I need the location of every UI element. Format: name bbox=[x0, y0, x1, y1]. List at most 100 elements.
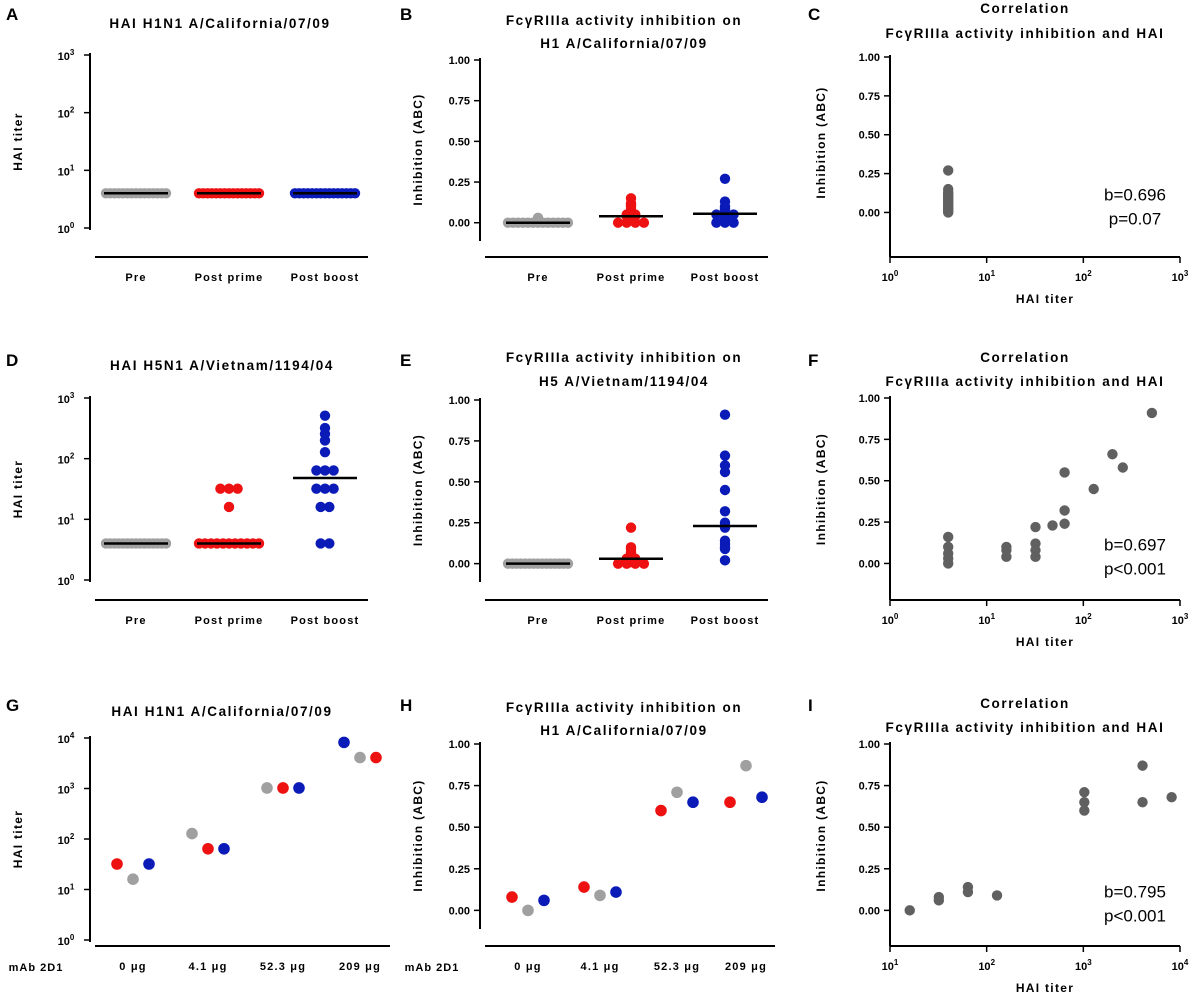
data-point bbox=[719, 466, 731, 478]
x-tick-label: 101 bbox=[978, 612, 995, 627]
data-point bbox=[630, 217, 641, 228]
y-tick-label: 100 bbox=[58, 221, 75, 236]
y-tick-label: 0.50 bbox=[449, 822, 470, 834]
y-axis-label: Inhibition (ABC) bbox=[411, 779, 425, 891]
y-tick-label: 102 bbox=[58, 452, 75, 467]
panel-letter: E bbox=[400, 351, 411, 370]
data-point bbox=[324, 501, 335, 513]
panel-title: HAI H1N1 A/California/07/09 bbox=[111, 704, 332, 719]
y-tick-label: 1.00 bbox=[859, 52, 880, 64]
data-point bbox=[218, 842, 230, 855]
stat-pvalue: p=0.07 bbox=[1109, 209, 1161, 228]
data-point bbox=[1059, 518, 1070, 529]
x-tick-label: 100 bbox=[882, 612, 899, 627]
data-point bbox=[1146, 407, 1158, 419]
category-label: 4.1 μg bbox=[581, 961, 620, 973]
data-point bbox=[315, 501, 326, 513]
x-tick-label: 104 bbox=[1172, 958, 1189, 973]
data-point bbox=[1137, 760, 1148, 771]
y-tick-label: 0.25 bbox=[859, 864, 880, 876]
y-axis-label: Inhibition (ABC) bbox=[814, 779, 828, 891]
data-point bbox=[1059, 467, 1070, 478]
data-point bbox=[1137, 797, 1148, 808]
data-point bbox=[991, 890, 1003, 901]
y-axis-label: Inhibition (ABC) bbox=[411, 93, 425, 205]
data-point bbox=[942, 558, 954, 569]
data-point bbox=[215, 483, 226, 494]
data-point bbox=[354, 751, 366, 764]
panel-letter: A bbox=[6, 5, 18, 24]
data-point bbox=[1117, 462, 1128, 473]
data-point bbox=[311, 465, 322, 476]
y-tick-label: 0.75 bbox=[859, 91, 880, 103]
x-axis-label: HAI titer bbox=[1016, 635, 1074, 649]
stat-pvalue: p<0.001 bbox=[1104, 560, 1166, 579]
category-label: 209 μg bbox=[339, 961, 381, 973]
data-point bbox=[612, 558, 624, 569]
y-tick-label: 0.25 bbox=[449, 518, 470, 530]
x-tick-label: 101 bbox=[978, 269, 995, 284]
panel-title-line-2: FcγRIIIa activity inhibition and HAI bbox=[886, 26, 1165, 41]
data-point bbox=[319, 435, 331, 446]
y-tick-label: 101 bbox=[58, 883, 75, 898]
x-axis-label: HAI titer bbox=[1016, 981, 1074, 995]
panel-title: FcγRIIIa activity inhibition on bbox=[506, 350, 742, 365]
data-point bbox=[904, 905, 915, 916]
y-tick-label: 0.00 bbox=[449, 559, 470, 571]
data-point bbox=[232, 483, 243, 494]
y-tick-label: 101 bbox=[58, 512, 75, 527]
y-axis-label: HAI titer bbox=[11, 460, 25, 518]
data-point bbox=[311, 483, 322, 494]
data-point bbox=[223, 501, 235, 513]
panel-letter: C bbox=[808, 5, 820, 24]
data-point bbox=[711, 217, 722, 228]
panel-title-line-2: H5 A/Vietnam/1194/04 bbox=[539, 374, 709, 389]
panel-f: F Correlation FcγRIIIa activity inhibition… bbox=[808, 350, 1189, 649]
data-point bbox=[621, 217, 632, 228]
data-point bbox=[942, 531, 954, 543]
category-label: Post prime bbox=[597, 615, 666, 627]
data-point bbox=[1079, 797, 1090, 808]
data-point bbox=[1001, 551, 1012, 563]
category-label: 0 μg bbox=[119, 961, 146, 973]
data-point bbox=[522, 904, 534, 917]
panel-h: H FcγRIIIa activity inhibition on H1 A/Cal… bbox=[400, 696, 775, 974]
data-point bbox=[625, 522, 637, 533]
data-point bbox=[1030, 521, 1041, 533]
y-tick-label: 1.00 bbox=[449, 55, 470, 67]
category-label: Post prime bbox=[195, 615, 264, 627]
data-point bbox=[328, 483, 339, 494]
panel-i: I Correlation FcγRIIIa activity inhibition… bbox=[808, 696, 1189, 995]
panel-d: D HAI H5N1 A/Vietnam/1194/04 HAI titer 100 1… bbox=[6, 351, 368, 627]
data-point bbox=[127, 873, 139, 885]
data-point bbox=[719, 450, 731, 461]
panel-title: FcγRIIIa activity inhibition on bbox=[506, 13, 742, 28]
panel-letter: H bbox=[400, 696, 412, 715]
y-tick-label: 0.00 bbox=[859, 207, 880, 219]
data-point bbox=[638, 558, 650, 569]
data-point bbox=[756, 791, 768, 804]
x-axis-label: HAI titer bbox=[1016, 292, 1074, 306]
data-point bbox=[143, 858, 155, 870]
y-tick-label: 1.00 bbox=[449, 739, 470, 751]
y-tick-label: 0.50 bbox=[859, 822, 880, 834]
data-point bbox=[719, 217, 731, 228]
data-point bbox=[621, 558, 632, 569]
panel-title-line-2: H1 A/California/07/09 bbox=[540, 723, 707, 738]
data-point bbox=[319, 483, 331, 494]
category-label: 0 μg bbox=[514, 961, 541, 973]
data-point bbox=[630, 558, 641, 569]
data-point bbox=[319, 465, 331, 476]
x-tick-label: 103 bbox=[1075, 958, 1092, 973]
data-point bbox=[1030, 551, 1041, 563]
panel-letter: G bbox=[6, 696, 19, 715]
row-label: mAb 2D1 bbox=[405, 962, 460, 974]
category-label: Post boost bbox=[291, 272, 360, 284]
category-label: Post boost bbox=[291, 615, 360, 627]
stat-pvalue: p<0.001 bbox=[1104, 907, 1166, 926]
data-point bbox=[719, 522, 731, 533]
data-point bbox=[338, 736, 350, 749]
panel-letter: D bbox=[6, 351, 18, 370]
y-tick-label: 0.75 bbox=[859, 434, 880, 446]
y-tick-label: 1.00 bbox=[449, 395, 470, 407]
